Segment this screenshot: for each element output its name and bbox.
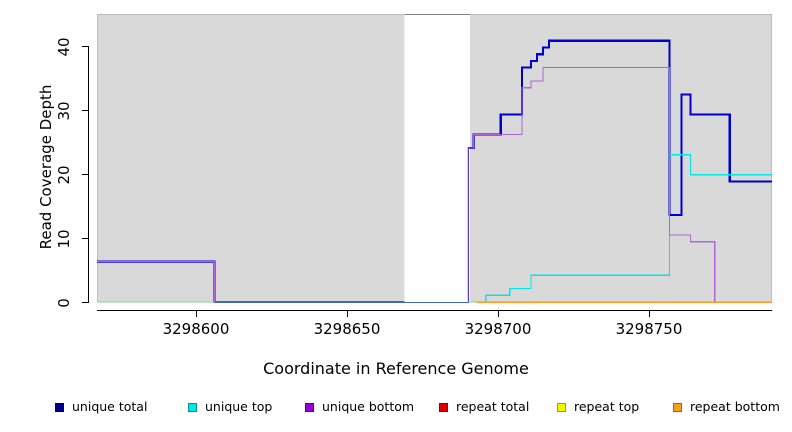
y-tick-10 bbox=[82, 238, 89, 239]
legend-swatch-icon bbox=[188, 402, 197, 412]
y-tick-label-30: 30 bbox=[55, 101, 73, 121]
no-data-gap bbox=[405, 14, 470, 302]
legend-label: unique top bbox=[205, 398, 273, 414]
panel-left-edge bbox=[97, 14, 98, 302]
y-tick-label-20: 20 bbox=[55, 165, 73, 185]
legend-item-repeat-bottom[interactable]: repeat bottom bbox=[673, 398, 780, 416]
legend-item-unique-total[interactable]: unique total bbox=[55, 398, 147, 416]
legend-item-unique-top[interactable]: unique top bbox=[188, 398, 272, 416]
legend-label: unique total bbox=[72, 398, 148, 414]
x-tick-3298750 bbox=[649, 310, 650, 317]
y-tick-label-0: 0 bbox=[55, 298, 73, 308]
legend-swatch-icon bbox=[557, 402, 566, 412]
y-tick-30 bbox=[82, 110, 89, 111]
legend-swatch-icon bbox=[55, 402, 64, 412]
x-tick-3298600 bbox=[196, 310, 197, 317]
chart-legend: unique total unique top unique bottom re… bbox=[0, 398, 792, 418]
legend-label: repeat total bbox=[456, 398, 530, 414]
x-tick-3298700 bbox=[498, 310, 499, 317]
y-tick-40 bbox=[82, 46, 89, 47]
no-data-gap-top-border bbox=[405, 14, 470, 15]
x-axis-title: Coordinate in Reference Genome bbox=[263, 359, 529, 378]
y-tick-label-10: 10 bbox=[55, 229, 73, 249]
panel-right-edge bbox=[771, 14, 772, 302]
legend-item-unique-bottom[interactable]: unique bottom bbox=[305, 398, 414, 416]
y-axis-title: Read Coverage Depth bbox=[37, 84, 55, 250]
legend-label: repeat top bbox=[574, 398, 640, 414]
x-tick-label-3298750: 3298750 bbox=[615, 320, 683, 338]
panel-top-edge bbox=[97, 14, 405, 15]
x-tick-3298650 bbox=[347, 310, 348, 317]
y-tick-20 bbox=[82, 174, 89, 175]
legend-swatch-icon bbox=[673, 402, 682, 412]
legend-label: unique bottom bbox=[322, 398, 415, 414]
legend-label: repeat bottom bbox=[690, 398, 780, 414]
legend-item-repeat-top[interactable]: repeat top bbox=[557, 398, 639, 416]
panel-top-edge-right bbox=[470, 14, 772, 15]
y-tick-0 bbox=[82, 302, 89, 303]
x-tick-label-3298700: 3298700 bbox=[464, 320, 532, 338]
legend-swatch-icon bbox=[439, 402, 448, 412]
legend-item-repeat-total[interactable]: repeat total bbox=[439, 398, 529, 416]
x-tick-label-3298650: 3298650 bbox=[313, 320, 381, 338]
x-axis-line bbox=[97, 310, 772, 311]
legend-swatch-icon bbox=[305, 402, 314, 412]
y-tick-label-40: 40 bbox=[55, 37, 73, 57]
x-tick-label-3298600: 3298600 bbox=[162, 320, 230, 338]
